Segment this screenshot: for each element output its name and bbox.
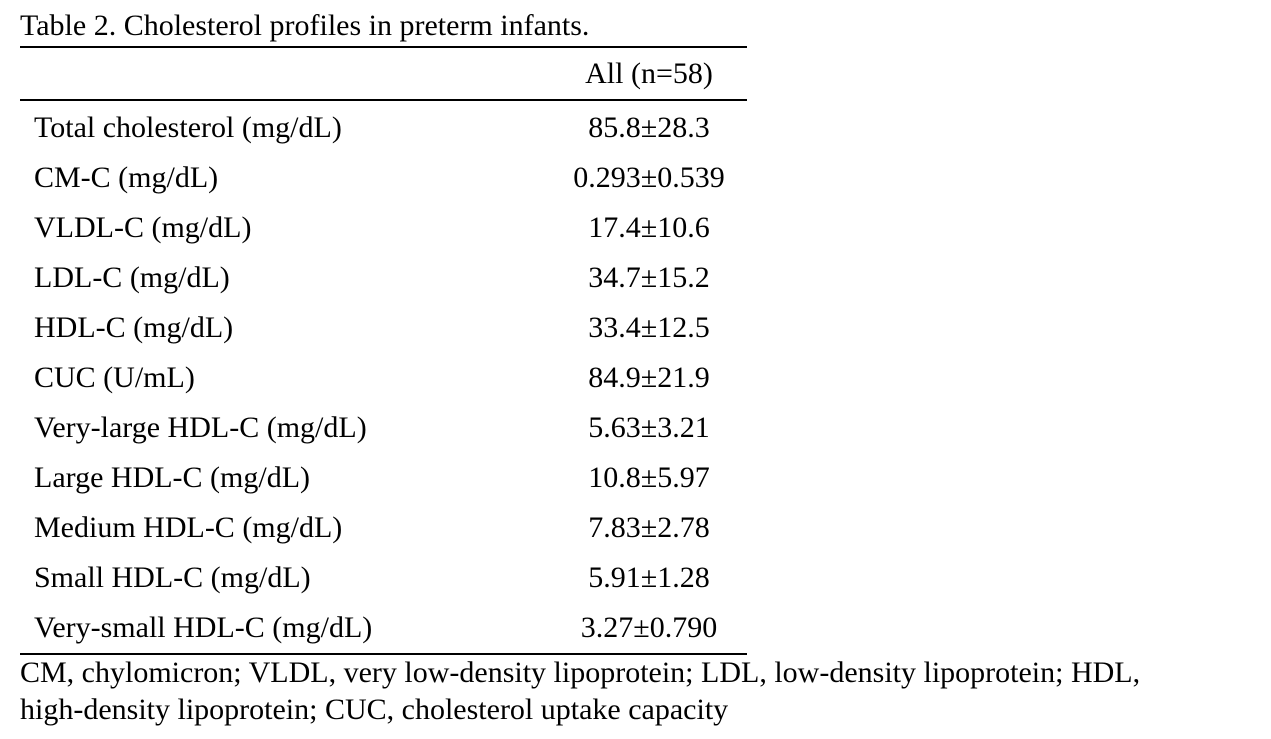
row-value: 0.293±0.539	[573, 161, 725, 194]
table-body: Total cholesterol (mg/dL) 85.8±28.3 CM-C…	[20, 101, 747, 653]
table-header-row: All (n=58)	[20, 48, 747, 99]
row-value: 3.27±0.790	[580, 611, 718, 644]
table-row: Large HDL-C (mg/dL) 10.8±5.97	[20, 453, 747, 503]
table-footnote: CM, chylomicron; VLDL, very low-density …	[20, 654, 1265, 728]
table-row: Total cholesterol (mg/dL) 85.8±28.3	[20, 103, 747, 153]
row-value: 33.4±12.5	[588, 311, 710, 344]
row-label: HDL-C (mg/dL)	[34, 311, 234, 344]
row-value: 84.9±21.9	[588, 361, 710, 394]
cholesterol-table: All (n=58) Total cholesterol (mg/dL) 85.…	[20, 46, 747, 655]
footnote-line-2: high-density lipoprotein; CUC, cholester…	[20, 693, 729, 726]
row-value: 5.91±1.28	[588, 561, 710, 594]
row-label: Small HDL-C (mg/dL)	[34, 561, 311, 594]
row-label: CM-C (mg/dL)	[34, 161, 219, 194]
row-value: 5.63±3.21	[588, 411, 710, 444]
table-row: CUC (U/mL) 84.9±21.9	[20, 353, 747, 403]
row-label: Large HDL-C (mg/dL)	[34, 461, 311, 494]
row-label: Total cholesterol (mg/dL)	[34, 111, 342, 144]
row-value: 7.83±2.78	[588, 511, 710, 544]
row-label: Very-large HDL-C (mg/dL)	[34, 411, 367, 444]
row-label: LDL-C (mg/dL)	[34, 261, 230, 294]
row-label: Medium HDL-C (mg/dL)	[34, 511, 343, 544]
table-bottom-rule	[20, 653, 747, 655]
row-value: 34.7±15.2	[588, 261, 710, 294]
table-row: Very-small HDL-C (mg/dL) 3.27±0.790	[20, 603, 747, 653]
table-row: Small HDL-C (mg/dL) 5.91±1.28	[20, 553, 747, 603]
footnote-line-1: CM, chylomicron; VLDL, very low-density …	[20, 656, 1141, 689]
row-label: Very-small HDL-C (mg/dL)	[34, 611, 373, 644]
table-caption: Table 2. Cholesterol profiles in preterm…	[20, 9, 590, 42]
table-row: Very-large HDL-C (mg/dL) 5.63±3.21	[20, 403, 747, 453]
table-row: LDL-C (mg/dL) 34.7±15.2	[20, 253, 747, 303]
table-header-rule	[20, 99, 747, 101]
row-label: VLDL-C (mg/dL)	[34, 211, 252, 244]
table-row: Medium HDL-C (mg/dL) 7.83±2.78	[20, 503, 747, 553]
row-value: 17.4±10.6	[588, 211, 710, 244]
row-label: CUC (U/mL)	[34, 361, 195, 394]
table-row: HDL-C (mg/dL) 33.4±12.5	[20, 303, 747, 353]
table-row: CM-C (mg/dL) 0.293±0.539	[20, 153, 747, 203]
table-row: VLDL-C (mg/dL) 17.4±10.6	[20, 203, 747, 253]
row-value: 85.8±28.3	[588, 111, 710, 144]
column-header-all: All (n=58)	[585, 57, 713, 90]
row-value: 10.8±5.97	[588, 461, 710, 494]
table-top-rule	[20, 46, 747, 48]
